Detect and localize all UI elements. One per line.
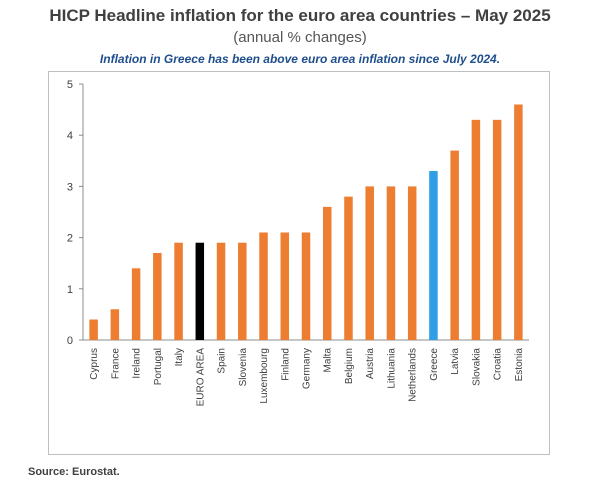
- bar-croatia: [492, 119, 502, 340]
- x-tick-label: France: [110, 348, 121, 380]
- y-tick-label: 4: [67, 130, 73, 142]
- bar-chart: 0 1 2 3 4 5 Cyprus France Ireland Portugal Italy E…: [67, 79, 529, 407]
- chart-area: 0 1 2 3 4 5 Cyprus France Ireland Portugal Italy E…: [48, 71, 550, 455]
- x-axis-labels: Cyprus France Ireland Portugal Italy EURO ARE…: [89, 348, 525, 407]
- x-tick-label: Slovakia: [471, 348, 482, 386]
- chart-title: HICP Headline inflation for the euro are…: [49, 6, 551, 25]
- bar-austria: [365, 186, 374, 340]
- x-tick-label: EURO AREA: [195, 348, 206, 407]
- bar-belgium: [344, 196, 353, 340]
- bar-estonia: [514, 104, 523, 340]
- x-tick-label: Ireland: [132, 348, 143, 379]
- bar-slovenia: [238, 242, 247, 340]
- y-tick-label: 5: [67, 79, 73, 91]
- bar-ireland: [131, 268, 141, 340]
- y-tick-label: 3: [67, 181, 73, 193]
- bar-malta: [322, 206, 332, 340]
- bar-italy: [174, 242, 183, 340]
- y-tick-label: 0: [67, 335, 73, 347]
- bar-netherlands: [407, 186, 417, 340]
- x-tick-label: Belgium: [344, 348, 355, 384]
- y-tick-label: 1: [67, 284, 73, 296]
- x-tick-label: Croatia: [493, 348, 504, 381]
- x-tick-label: Netherlands: [408, 348, 419, 402]
- x-tick-label: Cyprus: [89, 348, 100, 380]
- x-tick-label: Italy: [174, 348, 185, 366]
- x-tick-label: Estonia: [514, 348, 525, 382]
- chart-subtitle: (annual % changes): [233, 29, 367, 46]
- bar-slovakia: [471, 119, 481, 340]
- x-tick-label: Slovenia: [238, 348, 249, 387]
- x-tick-label: Lithuania: [386, 348, 397, 389]
- x-tick-label: Latvia: [450, 348, 461, 375]
- bar-finland: [280, 232, 290, 340]
- bar-germany: [301, 232, 311, 340]
- source-note: Source: Eurostat.: [28, 466, 120, 478]
- x-tick-label: Germany: [302, 348, 313, 389]
- bar-spain: [216, 242, 226, 340]
- bar-lithuania: [386, 186, 396, 340]
- x-tick-label: Austria: [365, 348, 376, 380]
- bar-cyprus: [89, 319, 98, 340]
- y-tick-label: 2: [67, 233, 73, 245]
- x-tick-label: Portugal: [153, 348, 164, 385]
- bar-greece: [429, 171, 438, 340]
- bar-luxembourg: [259, 232, 268, 340]
- bars: [89, 104, 523, 340]
- x-tick-label: Finland: [280, 348, 291, 381]
- x-tick-label: Malta: [323, 348, 334, 373]
- x-tick-label: Luxembourg: [259, 348, 270, 404]
- bar-latvia: [450, 150, 459, 340]
- x-tick-label: Greece: [429, 348, 440, 381]
- bar-france: [110, 309, 120, 340]
- bar-portugal: [153, 252, 162, 340]
- x-tick-label: Spain: [217, 348, 228, 374]
- chart-note: Inflation in Greece has been above euro …: [99, 52, 501, 66]
- bar-euro-area: [195, 242, 205, 340]
